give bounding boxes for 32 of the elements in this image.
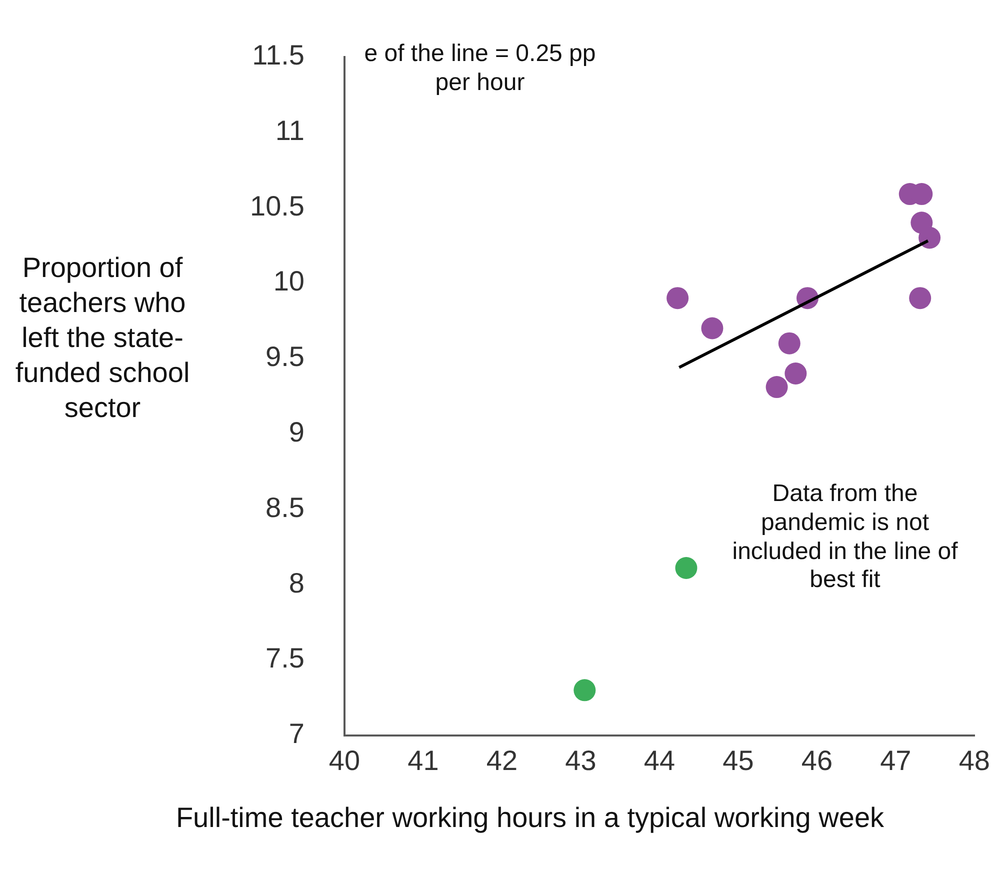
x-tick-label: 48 <box>958 744 990 776</box>
point <box>701 317 724 340</box>
point <box>918 226 941 249</box>
y-tick-label: 8.5 <box>266 492 304 523</box>
y-tick-label: 11.5 <box>252 40 304 71</box>
x-tick-label: 41 <box>408 744 439 776</box>
x-axis-title: Full-time teacher working hours in a typical working week <box>174 801 886 835</box>
x-tick-label: 45 <box>722 744 754 776</box>
y-tick-label: 9 <box>288 416 304 448</box>
point <box>778 332 800 354</box>
y-tick-label: 11 <box>275 114 304 146</box>
point <box>666 287 689 310</box>
annotation: Data from the pandemic is not included in the line of best fit <box>731 480 959 596</box>
y-tick-label: 9.5 <box>266 341 304 372</box>
x-tick-label: 43 <box>565 744 596 776</box>
y-tick-label: 7.5 <box>266 642 304 674</box>
y-tick-label: 10.5 <box>250 190 304 222</box>
annotation: e of the line = 0.25 pp per hour <box>363 40 597 98</box>
point <box>784 362 807 384</box>
point <box>574 679 596 702</box>
x-tick-label: 44 <box>644 744 676 776</box>
point <box>675 557 698 580</box>
x-tick-label: 47 <box>880 744 912 776</box>
y-axis-title: Proportion of teachers who left the state-funded school sector <box>14 251 191 425</box>
y-tick-label: 7 <box>288 718 304 750</box>
y-tick-label: 8 <box>288 567 304 598</box>
point <box>766 376 788 398</box>
point <box>909 287 932 310</box>
x-tick-label: 46 <box>801 744 833 776</box>
x-tick-label: 42 <box>486 744 518 776</box>
y-tick-label: 10 <box>273 266 304 297</box>
x-tick-label: 40 <box>328 744 360 776</box>
